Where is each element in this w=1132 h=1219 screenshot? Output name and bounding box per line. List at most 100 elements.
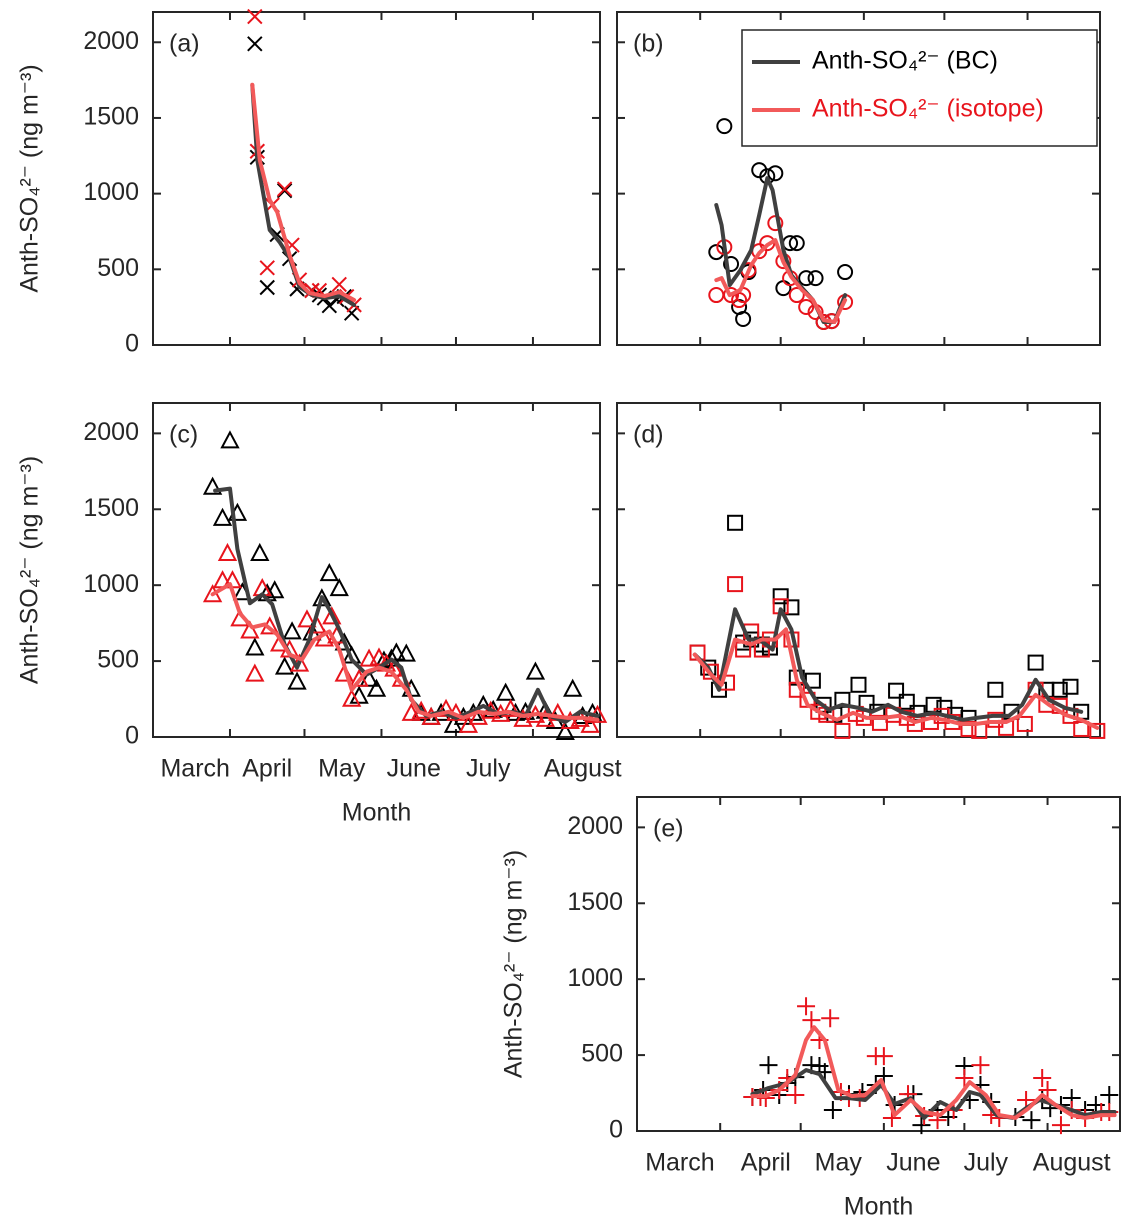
y-tick-label: 500 [97, 254, 139, 282]
data-point [1027, 654, 1044, 671]
data-point [342, 688, 362, 707]
data-point [396, 643, 416, 662]
y-axis-label: Anth-SO₄²⁻ (ng m⁻³) [16, 64, 44, 292]
data-point [202, 476, 223, 495]
data-point [987, 711, 1004, 728]
data-point [871, 714, 888, 731]
data-point [217, 542, 238, 562]
data-point [798, 299, 815, 316]
data-point [788, 235, 805, 252]
data-point [823, 1101, 842, 1120]
data-point [898, 693, 915, 710]
data-point [759, 1056, 778, 1075]
data-point [807, 270, 824, 287]
y-tick-label: 0 [125, 330, 139, 358]
data-point [535, 708, 556, 727]
data-point [331, 276, 347, 293]
data-point [247, 8, 263, 25]
data-point [834, 722, 851, 739]
series-line [750, 1025, 1117, 1120]
x-tick-label: July [964, 1149, 1009, 1177]
panel-label: (c) [169, 421, 198, 449]
data-point [287, 671, 307, 690]
x-tick-label: March [645, 1149, 714, 1177]
series-line [692, 627, 1100, 730]
x-tick-label: March [160, 755, 229, 783]
y-axis-label: Anth-SO₄²⁻ (ng m⁻³) [16, 456, 44, 684]
data-point [798, 270, 815, 287]
data-point [220, 430, 240, 449]
x-tick-label: April [741, 1149, 791, 1177]
panel-label: (e) [653, 815, 684, 843]
data-point [700, 659, 717, 676]
data-point [369, 647, 389, 666]
y-tick-label: 1000 [567, 964, 623, 992]
data-point [1051, 1116, 1070, 1135]
data-point [245, 637, 265, 656]
data-point [727, 576, 744, 593]
data-point [580, 714, 600, 733]
data-point [276, 182, 293, 199]
data-point [322, 606, 342, 625]
y-tick-label: 500 [581, 1040, 623, 1068]
data-point [1100, 1086, 1119, 1105]
x-axis-label: Month [342, 799, 411, 827]
series-line [250, 82, 357, 302]
plot-frame [152, 402, 601, 738]
data-point [1033, 1069, 1052, 1088]
x-tick-label: May [318, 755, 366, 783]
data-point [259, 279, 275, 296]
panel-label: (a) [169, 30, 200, 58]
data-point [513, 708, 533, 727]
y-tick-label: 2000 [567, 812, 623, 840]
data-point [797, 997, 816, 1016]
data-point [723, 256, 740, 273]
data-point [1051, 681, 1068, 698]
x-axis-label: Month [844, 1193, 913, 1219]
x-tick-label: August [544, 755, 622, 783]
data-point [240, 620, 260, 639]
data-point [888, 682, 905, 699]
y-tick-label: 1500 [83, 103, 139, 131]
plot-frame [616, 11, 1101, 346]
data-point [1038, 1081, 1057, 1100]
series-line [714, 238, 848, 324]
data-point [555, 721, 575, 741]
data-point [297, 609, 317, 628]
y-tick-label: 1500 [567, 888, 623, 916]
x-tick-label: May [815, 1149, 863, 1177]
data-point [386, 642, 407, 661]
legend-label: Anth-SO₄²⁻ (isotope) [812, 95, 1044, 123]
legend-box [741, 29, 1098, 147]
data-point [312, 588, 332, 607]
data-point [786, 1086, 805, 1105]
y-tick-label: 0 [125, 722, 139, 750]
data-point [874, 1047, 893, 1066]
data-point [708, 244, 725, 261]
y-tick-label: 1000 [83, 570, 139, 598]
series-line [210, 582, 600, 722]
data-point [723, 287, 740, 304]
data-point [274, 656, 295, 675]
data-point [767, 165, 784, 182]
data-point [525, 661, 546, 680]
y-tick-label: 1000 [83, 178, 139, 206]
data-point [1089, 722, 1106, 739]
data-point [563, 678, 583, 697]
data-point [247, 36, 263, 52]
legend-label: Anth-SO₄²⁻ (BC) [812, 47, 998, 75]
data-point [735, 310, 752, 327]
data-point [955, 1069, 974, 1088]
data-point [1022, 1111, 1041, 1130]
y-tick-label: 500 [97, 646, 139, 674]
data-point [772, 588, 789, 605]
panel-label: (b) [633, 30, 664, 58]
data-point [708, 287, 725, 304]
data-point [329, 578, 349, 597]
data-point [495, 682, 516, 701]
data-point [366, 678, 387, 697]
data-point [468, 706, 488, 725]
y-tick-label: 2000 [83, 27, 139, 55]
panel-label: (d) [633, 421, 664, 449]
